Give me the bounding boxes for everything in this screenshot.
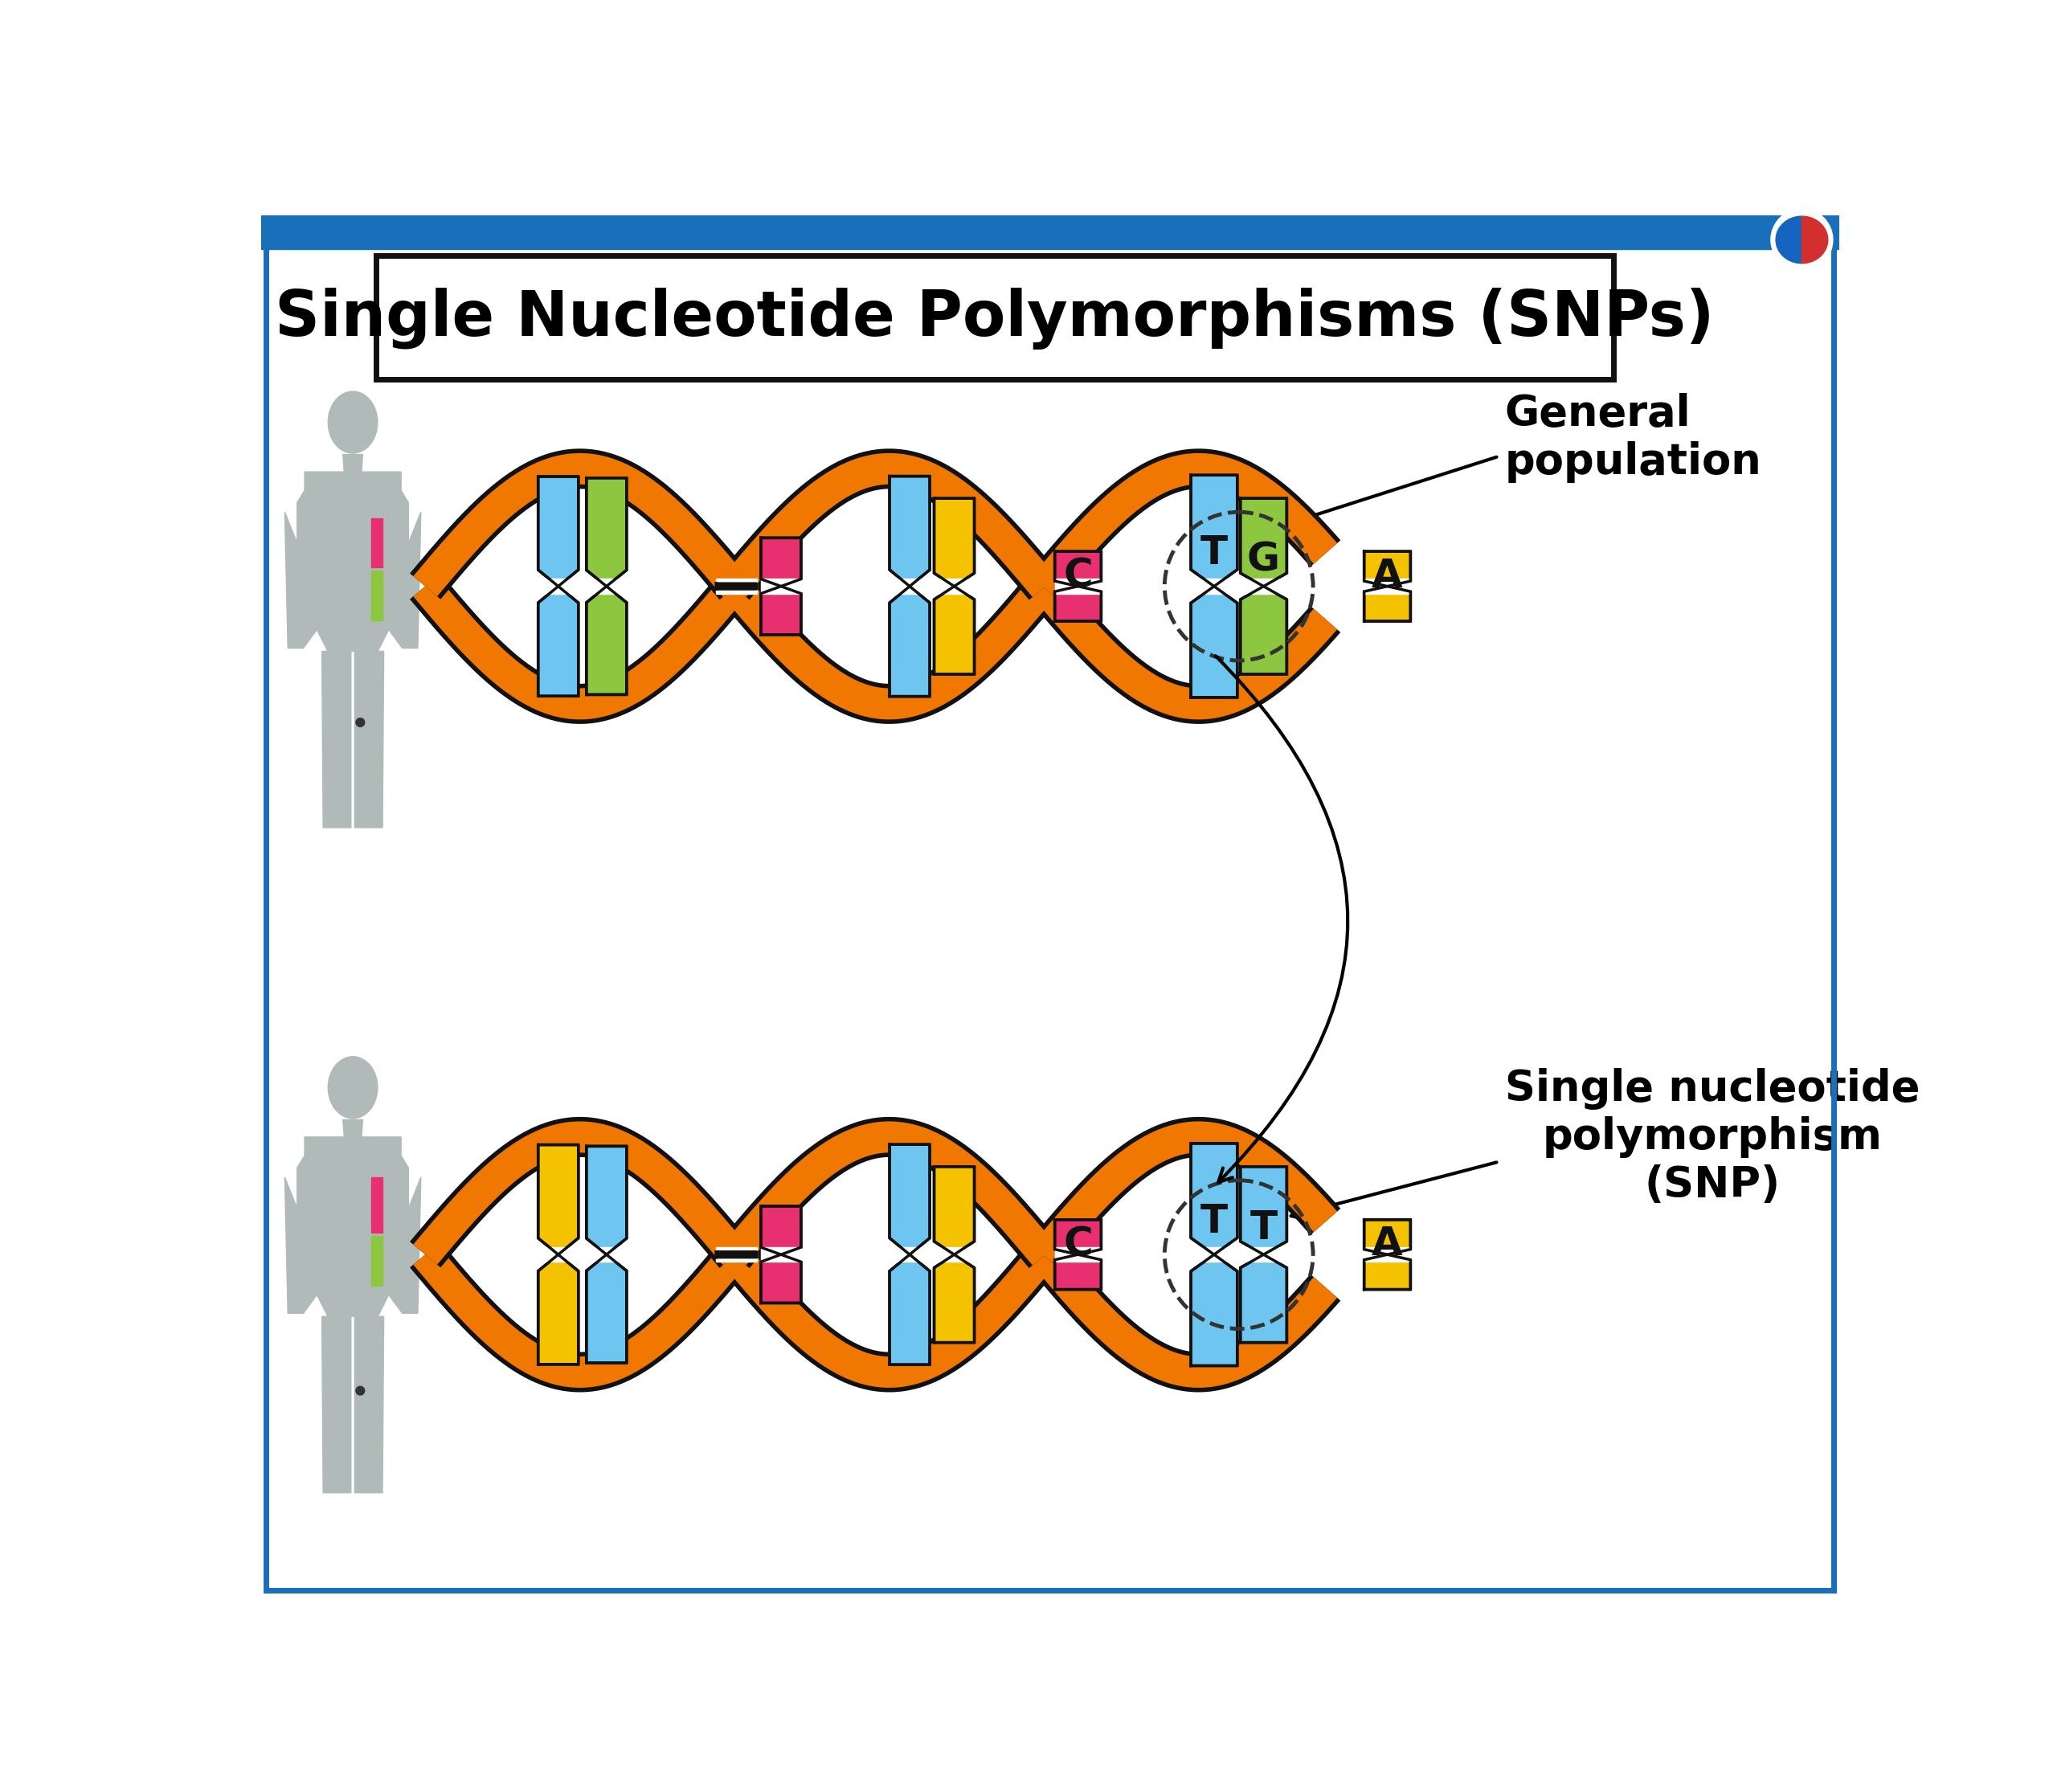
FancyArrowPatch shape xyxy=(1215,656,1348,1183)
Polygon shape xyxy=(539,1247,578,1262)
Circle shape xyxy=(357,719,365,728)
Polygon shape xyxy=(1365,552,1410,586)
Text: A: A xyxy=(1371,557,1404,595)
Polygon shape xyxy=(1365,1254,1410,1290)
Polygon shape xyxy=(1365,1220,1410,1254)
Polygon shape xyxy=(1190,1247,1238,1262)
Polygon shape xyxy=(760,538,801,586)
Polygon shape xyxy=(1240,579,1287,593)
Polygon shape xyxy=(934,1254,975,1342)
Polygon shape xyxy=(889,1247,930,1262)
Polygon shape xyxy=(586,586,627,695)
Polygon shape xyxy=(934,1167,975,1254)
Text: C: C xyxy=(1063,557,1092,595)
Polygon shape xyxy=(760,1254,801,1303)
Polygon shape xyxy=(322,650,350,828)
Bar xyxy=(262,215,1840,249)
Polygon shape xyxy=(760,586,801,634)
Text: Single nucleotide
polymorphism
(SNP): Single nucleotide polymorphism (SNP) xyxy=(1504,1068,1920,1206)
Polygon shape xyxy=(1055,586,1100,622)
Polygon shape xyxy=(354,1317,383,1493)
Polygon shape xyxy=(1240,586,1287,674)
Text: T: T xyxy=(1201,534,1227,572)
Bar xyxy=(371,1177,383,1233)
Ellipse shape xyxy=(328,391,377,453)
Ellipse shape xyxy=(328,1057,377,1118)
Text: G: G xyxy=(1248,541,1281,579)
Polygon shape xyxy=(322,1317,350,1493)
Polygon shape xyxy=(354,650,383,828)
Polygon shape xyxy=(1190,1143,1238,1254)
Polygon shape xyxy=(1190,475,1238,586)
Polygon shape xyxy=(889,579,930,593)
Polygon shape xyxy=(889,1145,930,1254)
Polygon shape xyxy=(760,1247,801,1262)
Polygon shape xyxy=(285,1177,318,1314)
Polygon shape xyxy=(717,586,756,590)
Text: T: T xyxy=(1250,1210,1277,1247)
Polygon shape xyxy=(586,1254,627,1364)
Polygon shape xyxy=(586,478,627,586)
Polygon shape xyxy=(934,579,975,593)
Circle shape xyxy=(357,1387,365,1394)
Polygon shape xyxy=(1801,217,1828,263)
Polygon shape xyxy=(389,1177,420,1314)
Polygon shape xyxy=(539,586,578,695)
Polygon shape xyxy=(760,579,801,593)
Bar xyxy=(371,1236,383,1285)
Text: A: A xyxy=(1371,1224,1404,1263)
Polygon shape xyxy=(1240,498,1287,586)
Text: General
population: General population xyxy=(1504,392,1762,482)
Polygon shape xyxy=(586,1147,627,1254)
Polygon shape xyxy=(297,1136,408,1319)
Polygon shape xyxy=(889,586,930,697)
Polygon shape xyxy=(1365,579,1410,593)
Polygon shape xyxy=(389,513,420,649)
Text: T: T xyxy=(1201,1202,1227,1240)
Polygon shape xyxy=(1365,586,1410,622)
Polygon shape xyxy=(760,1206,801,1254)
Polygon shape xyxy=(1776,217,1801,263)
Polygon shape xyxy=(285,513,318,649)
Polygon shape xyxy=(297,471,408,654)
Polygon shape xyxy=(1055,1247,1100,1262)
Polygon shape xyxy=(1240,1167,1287,1254)
Polygon shape xyxy=(717,579,756,593)
Text: C: C xyxy=(1063,1224,1092,1263)
Text: Single Nucleotide Polymorphisms (SNPs): Single Nucleotide Polymorphisms (SNPs) xyxy=(275,287,1715,349)
Polygon shape xyxy=(1240,1254,1287,1342)
Polygon shape xyxy=(539,477,578,586)
Polygon shape xyxy=(1055,1254,1100,1290)
Polygon shape xyxy=(1240,1247,1287,1262)
Bar xyxy=(371,518,383,568)
Polygon shape xyxy=(586,579,627,593)
Polygon shape xyxy=(1055,1220,1100,1254)
Polygon shape xyxy=(539,1254,578,1364)
Polygon shape xyxy=(1365,1247,1410,1262)
Polygon shape xyxy=(539,1145,578,1254)
Polygon shape xyxy=(1190,579,1238,593)
Bar xyxy=(371,572,383,620)
Polygon shape xyxy=(934,498,975,586)
Polygon shape xyxy=(1190,1254,1238,1366)
Polygon shape xyxy=(539,579,578,593)
Polygon shape xyxy=(934,1247,975,1262)
Polygon shape xyxy=(717,1253,756,1254)
Circle shape xyxy=(1770,210,1832,271)
Polygon shape xyxy=(717,584,756,586)
Polygon shape xyxy=(342,455,363,471)
Polygon shape xyxy=(889,1254,930,1366)
Polygon shape xyxy=(934,586,975,674)
Polygon shape xyxy=(1055,552,1100,586)
Polygon shape xyxy=(717,1254,756,1258)
FancyBboxPatch shape xyxy=(375,254,1613,380)
Polygon shape xyxy=(1055,579,1100,593)
Polygon shape xyxy=(717,1247,756,1262)
Polygon shape xyxy=(586,1247,627,1262)
Polygon shape xyxy=(1190,586,1238,697)
Polygon shape xyxy=(889,477,930,586)
Polygon shape xyxy=(342,1120,363,1136)
